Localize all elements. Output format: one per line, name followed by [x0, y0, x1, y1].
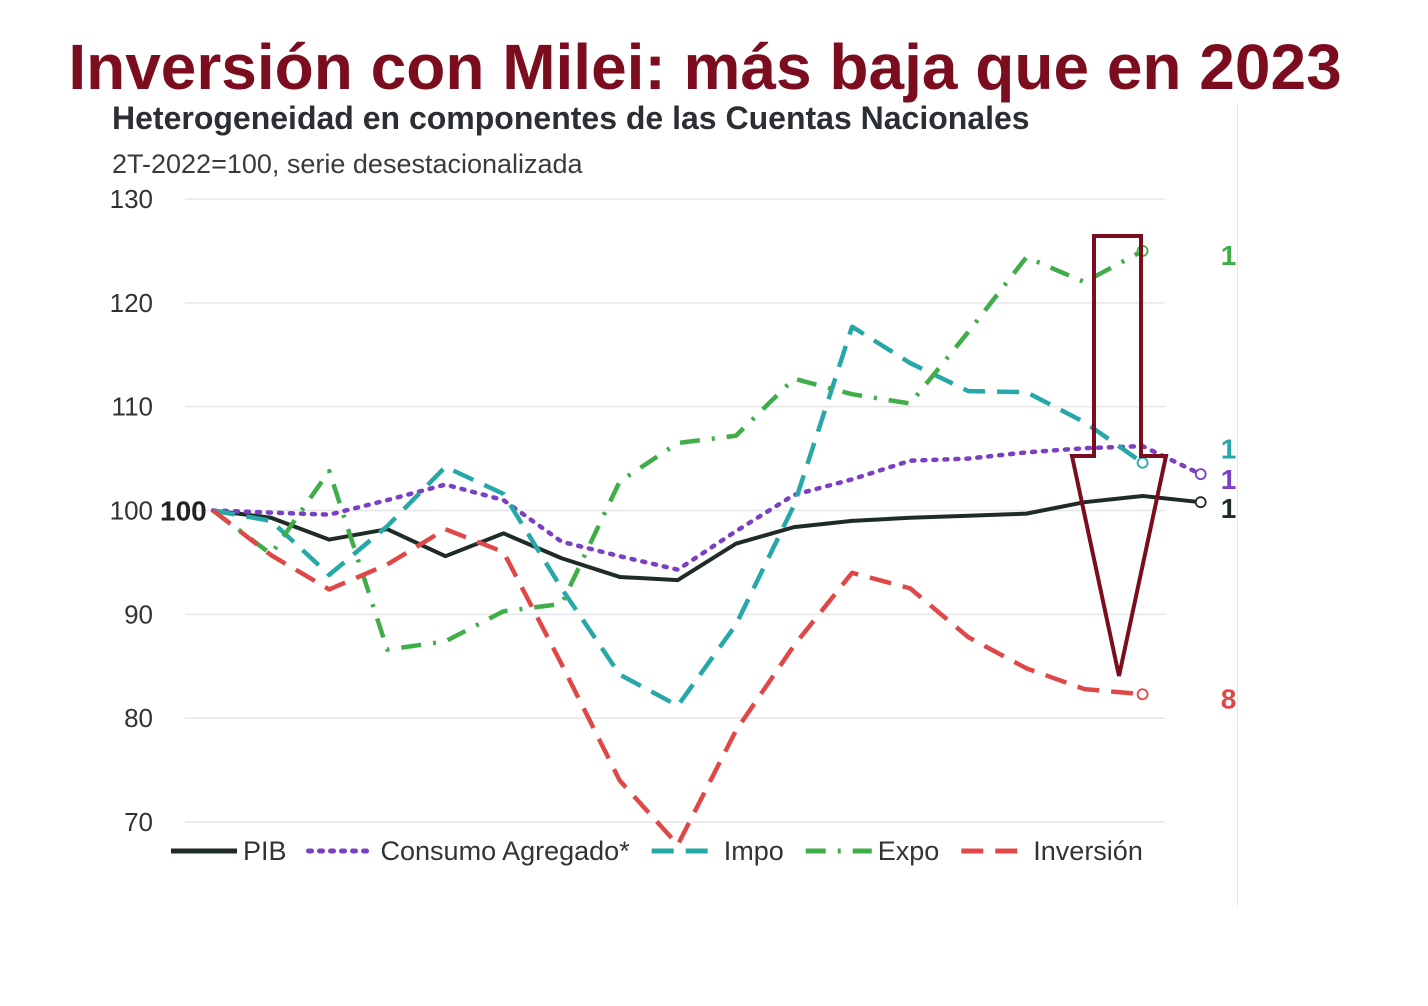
- chart-subtitle: 2T-2022=100, serie desestacionalizada: [112, 149, 584, 179]
- legend-label: Impo: [724, 836, 784, 866]
- series-line-consumo-agregado: [210, 443, 1203, 572]
- end-point-marker: [1136, 456, 1149, 469]
- chart-card: Heterogeneidad en componentes de las Cue…: [95, 103, 1238, 906]
- line-chart: Heterogeneidad en componentes de las Cue…: [110, 103, 1237, 866]
- legend-label: Consumo Agregado*: [381, 836, 631, 866]
- end-point-marker: [1136, 245, 1149, 257]
- end-value-label: 104: [1221, 464, 1237, 495]
- legend-label: PIB: [243, 836, 287, 866]
- y-tick-label: 100: [110, 496, 153, 526]
- chart-title: Heterogeneidad en componentes de las Cue…: [112, 103, 1030, 136]
- legend-label: Inversión: [1033, 836, 1143, 866]
- end-value-label: 82: [1221, 683, 1237, 714]
- series-line-pib: [212, 493, 1201, 583]
- y-tick-label: 90: [124, 599, 153, 629]
- end-point-marker: [1136, 688, 1149, 701]
- y-tick-label: 120: [110, 288, 153, 318]
- series-line-inversi-n: [211, 508, 1143, 848]
- legend-label: Expo: [878, 836, 940, 866]
- end-value-label: 101: [1221, 493, 1237, 524]
- end-point-marker: [1194, 468, 1207, 481]
- end-value-label: 125: [1221, 240, 1237, 271]
- series-line-impo: [212, 324, 1144, 708]
- series-line-expo: [211, 248, 1144, 652]
- headline: Inversión con Milei: más baja que en 202…: [68, 31, 1342, 103]
- y-tick-label: 110: [112, 392, 153, 422]
- start-value-label: 100: [160, 496, 207, 527]
- y-tick-label: 130: [110, 184, 153, 214]
- y-tick-label: 80: [124, 703, 153, 733]
- end-point-marker: [1194, 496, 1207, 509]
- y-tick-label: 70: [124, 807, 153, 837]
- end-value-label: 105: [1221, 434, 1237, 465]
